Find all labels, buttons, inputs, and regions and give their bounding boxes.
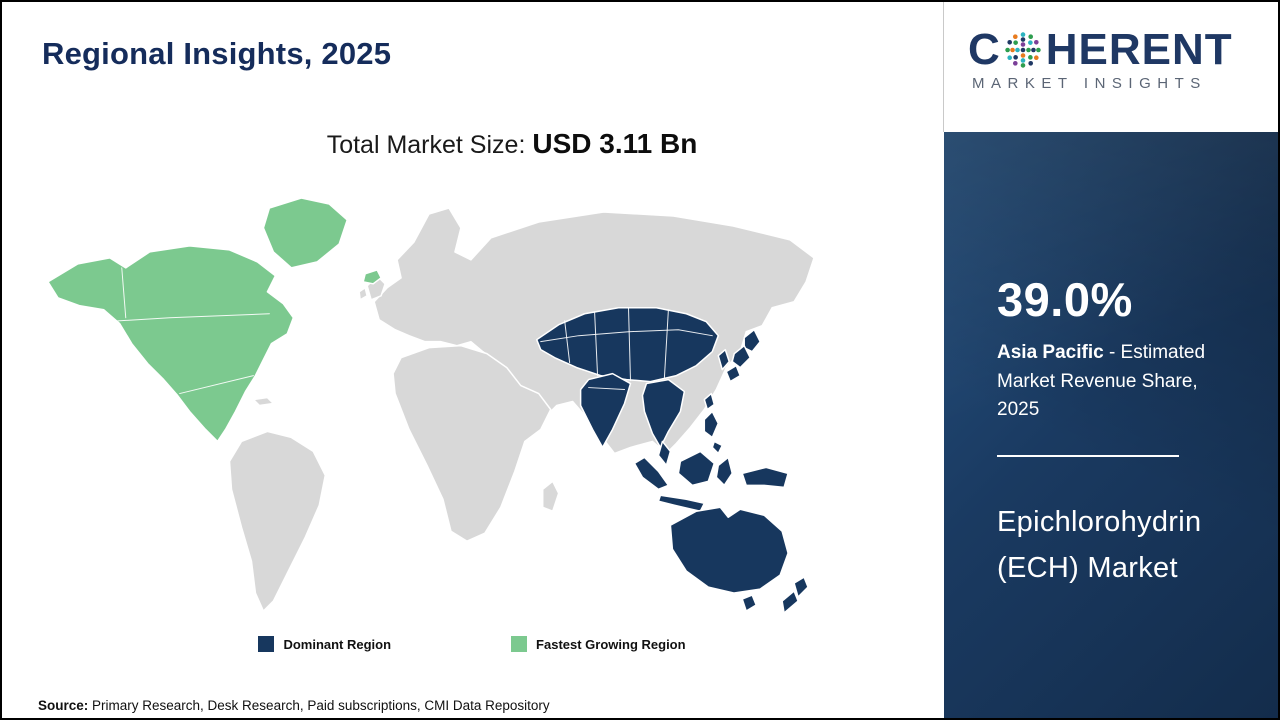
country-shape-japan-south [725, 364, 741, 383]
country-shape-philippines-north [703, 410, 720, 439]
country-shape-africa [392, 344, 552, 542]
total-market-size: Total Market Size: USD 3.11 Bn [62, 128, 962, 160]
country-shape-sulawesi [715, 456, 733, 487]
legend-item-fastest-growing: Fastest Growing Region [511, 636, 686, 652]
country-border [103, 313, 270, 323]
country-shape-indochina [641, 378, 686, 449]
legend-swatch-fastest-growing [511, 636, 528, 652]
brand-wordmark: C HERENT [968, 28, 1268, 72]
sidebar-divider [997, 454, 1179, 457]
country-border [540, 329, 713, 343]
market-name: Epichlorohydrin (ECH) Market [997, 505, 1202, 585]
brand-letter-c: C [968, 25, 1000, 74]
country-shape-south-america [228, 430, 327, 612]
source-note: Source: Primary Research, Desk Research,… [38, 698, 550, 713]
legend-label-dominant: Dominant Region [283, 636, 392, 652]
legend-label-fastest-growing: Fastest Growing Region [536, 636, 686, 652]
map-region-fastest-north-america [47, 197, 382, 443]
market-share-caption: - Estimated Market Revenue Share, 2025 [997, 342, 1206, 420]
country-border [564, 320, 571, 364]
country-shape-new-zealand-north [793, 576, 809, 598]
country-shape-borneo [677, 450, 716, 487]
total-market-size-value: USD 3.11 Bn [532, 128, 698, 159]
world-map-svg [47, 197, 815, 614]
highlight-sidebar: 39.0% Asia Pacific - Estimated Market Re… [944, 132, 1278, 718]
country-shape-philippines-south [711, 440, 724, 455]
country-border [594, 311, 599, 377]
country-shape-sumatra [633, 456, 670, 491]
country-shape-malay-peninsula [657, 440, 672, 467]
country-shape-java [657, 494, 706, 513]
country-border [663, 309, 669, 379]
country-shape-ireland [358, 287, 368, 301]
world-map [30, 188, 828, 638]
country-shape-greenland [262, 197, 348, 269]
brand-logo: C HERENT MARKET INSIGHTS [968, 28, 1268, 93]
legend-item-dominant: Dominant Region [258, 636, 391, 652]
country-shape-japan-main [731, 344, 751, 369]
page-title: Regional Insights, 2025 [42, 36, 392, 71]
country-shape-papua [741, 466, 789, 489]
country-shape-cuba [252, 396, 275, 407]
country-shape-korea [717, 348, 730, 371]
market-share-region: Asia Pacific [997, 342, 1104, 363]
source-label: Source: [38, 698, 89, 713]
map-region-dominant-asia-pacific [535, 307, 809, 614]
country-shape-iceland [362, 269, 382, 285]
brand-letters-rest: HERENT [1045, 25, 1233, 74]
country-shape-taiwan [703, 392, 716, 411]
country-shape-tasmania [741, 594, 757, 612]
total-market-size-label: Total Market Size: [326, 131, 533, 159]
country-border [179, 375, 254, 395]
country-shape-india [579, 372, 632, 449]
header-divider [943, 2, 944, 132]
country-border [588, 387, 626, 391]
country-shape-madagascar [541, 480, 560, 513]
country-shape-japan-north [743, 328, 761, 353]
source-text: Primary Research, Desk Research, Paid su… [88, 698, 550, 713]
country-shape-north-america [47, 245, 295, 443]
map-legend: Dominant Region Fastest Growing Region [22, 636, 922, 652]
country-shape-australia [669, 506, 789, 594]
country-shape-new-zealand-south [781, 590, 799, 614]
country-border [121, 267, 127, 319]
legend-swatch-dominant [258, 636, 275, 652]
country-border [628, 307, 631, 382]
country-shape-central-asia-china [535, 307, 720, 383]
brand-dot-mosaic-icon [1005, 32, 1041, 68]
market-share-description: Asia Pacific - Estimated Market Revenue … [997, 339, 1229, 425]
market-share-value: 39.0% [997, 273, 1133, 326]
brand-tagline: MARKET INSIGHTS [972, 75, 1207, 92]
